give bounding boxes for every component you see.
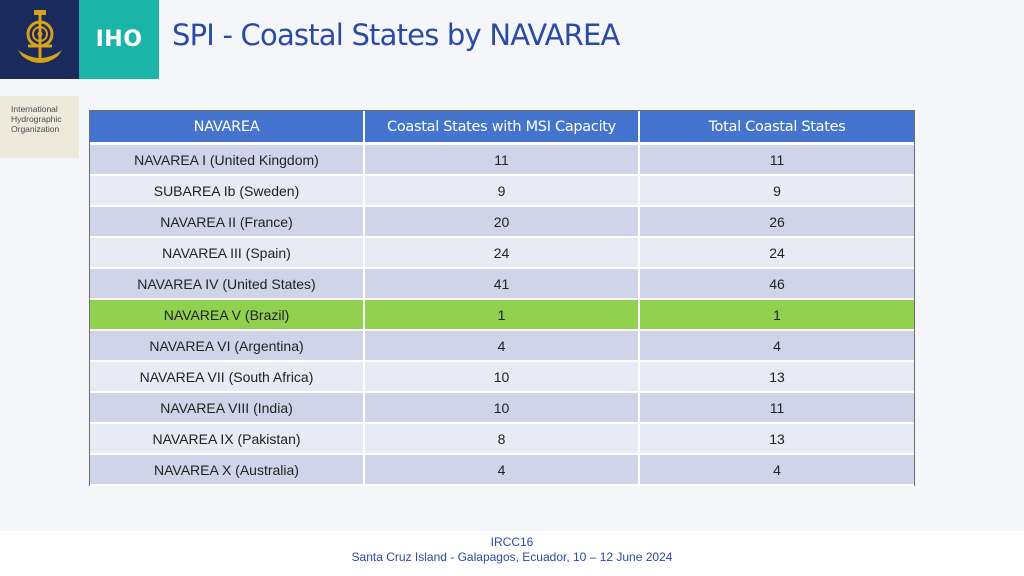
cell-navarea: SUBAREA Ib (Sweden) xyxy=(90,175,365,207)
cell-msi-capacity: 10 xyxy=(364,361,640,393)
cell-total: 4 xyxy=(639,330,914,362)
table-row: NAVAREA X (Australia) 4 4 xyxy=(90,454,914,486)
column-header-total: Total Coastal States xyxy=(639,111,914,145)
cell-navarea: NAVAREA I (United Kingdom) xyxy=(90,143,365,176)
cell-msi-capacity: 4 xyxy=(364,330,640,362)
page-title: SPI - Coastal States by NAVAREA xyxy=(172,18,620,52)
cell-total: 13 xyxy=(639,423,914,455)
table-row: SUBAREA Ib (Sweden) 9 9 xyxy=(90,175,914,207)
footer-bar xyxy=(0,531,1024,576)
footer-event: IRCC16 xyxy=(490,535,534,549)
navarea-table: NAVAREA Coastal States with MSI Capacity… xyxy=(90,111,914,486)
footer-location-date: Santa Cruz Island - Galapagos, Ecuador, … xyxy=(351,550,673,564)
iho-logo xyxy=(0,0,79,79)
cell-total: 11 xyxy=(639,143,914,176)
org-name-line: International xyxy=(11,104,58,114)
iho-wordmark: IHO xyxy=(79,0,159,79)
cell-msi-capacity: 24 xyxy=(364,237,640,269)
cell-navarea: NAVAREA X (Australia) xyxy=(90,454,365,486)
cell-navarea: NAVAREA VIII (India) xyxy=(90,392,365,424)
table-row: NAVAREA VII (South Africa) 10 13 xyxy=(90,361,914,393)
cell-msi-capacity: 11 xyxy=(364,143,640,176)
table-row: NAVAREA II (France) 20 26 xyxy=(90,206,914,238)
table-row: NAVAREA V (Brazil) 1 1 xyxy=(90,299,914,331)
cell-total: 13 xyxy=(639,361,914,393)
cell-msi-capacity: 8 xyxy=(364,423,640,455)
table-body: NAVAREA I (United Kingdom) 11 11 SUBAREA Ib… xyxy=(90,143,914,486)
cell-total: 46 xyxy=(639,268,914,300)
cell-msi-capacity: 41 xyxy=(364,268,640,300)
cell-msi-capacity: 1 xyxy=(364,299,640,331)
cell-navarea: NAVAREA VI (Argentina) xyxy=(90,330,365,362)
iho-emblem-icon xyxy=(18,10,62,63)
cell-msi-capacity: 20 xyxy=(364,206,640,238)
table-row: NAVAREA I (United Kingdom) 11 11 xyxy=(90,143,914,176)
cell-msi-capacity: 9 xyxy=(364,175,640,207)
table-row: NAVAREA IV (United States) 41 46 xyxy=(90,268,914,300)
column-header-navarea: NAVAREA xyxy=(90,111,365,145)
cell-msi-capacity: 4 xyxy=(364,454,640,486)
cell-navarea: NAVAREA IX (Pakistan) xyxy=(90,423,365,455)
cell-total: 1 xyxy=(639,299,914,331)
cell-total: 9 xyxy=(639,175,914,207)
cell-navarea: NAVAREA IV (United States) xyxy=(90,268,365,300)
table-row: NAVAREA IX (Pakistan) 8 13 xyxy=(90,423,914,455)
cell-navarea: NAVAREA III (Spain) xyxy=(90,237,365,269)
navarea-table-container: NAVAREA Coastal States with MSI Capacity… xyxy=(89,110,915,486)
cell-navarea: NAVAREA VII (South Africa) xyxy=(90,361,365,393)
cell-msi-capacity: 10 xyxy=(364,392,640,424)
org-name-line: Organization xyxy=(11,124,60,134)
organization-name: International Hydrographic Organization xyxy=(0,96,79,158)
column-header-msi-capacity: Coastal States with MSI Capacity xyxy=(364,111,640,145)
table-header-row: NAVAREA Coastal States with MSI Capacity… xyxy=(90,111,914,145)
cell-total: 11 xyxy=(639,392,914,424)
table-row: NAVAREA III (Spain) 24 24 xyxy=(90,237,914,269)
cell-total: 24 xyxy=(639,237,914,269)
cell-total: 4 xyxy=(639,454,914,486)
cell-navarea: NAVAREA V (Brazil) xyxy=(90,299,365,331)
org-name-line: Hydrographic xyxy=(11,114,62,124)
table-row: NAVAREA VIII (India) 10 11 xyxy=(90,392,914,424)
cell-navarea: NAVAREA II (France) xyxy=(90,206,365,238)
table-row: NAVAREA VI (Argentina) 4 4 xyxy=(90,330,914,362)
cell-total: 26 xyxy=(639,206,914,238)
